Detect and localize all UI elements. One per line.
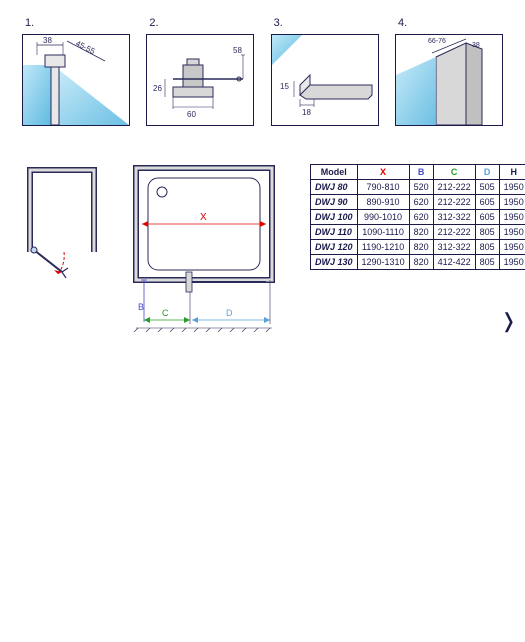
detail-3-drawing: 15 18 (272, 35, 378, 125)
detail-1-dim-a: 38 (43, 36, 52, 45)
detail-row: 1. 38 45-55 2. (0, 0, 525, 134)
plan-main-drawing: X B C D (126, 162, 286, 332)
table-cell: 990-1010 (357, 210, 409, 225)
table-cell: 1090-1110 (357, 225, 409, 240)
table-cell: 1950 (499, 195, 525, 210)
table-cell: DWJ 80 (311, 180, 358, 195)
plan-label-x: X (200, 212, 207, 223)
table-cell: 212-222 (433, 180, 475, 195)
table-cell: DWJ 130 (311, 255, 358, 270)
table-cell: 820 (409, 240, 433, 255)
table-cell: 805 (475, 240, 499, 255)
table-cell: DWJ 90 (311, 195, 358, 210)
table-row: DWJ 1201190-1210820312-3228051950 (311, 240, 525, 255)
bracket-icon: ❭ (500, 309, 517, 334)
table-cell: 1950 (499, 225, 525, 240)
table-cell: 520 (409, 180, 433, 195)
table-cell: 890-910 (357, 195, 409, 210)
table: ModelXBCDH DWJ 80790-810520212-222505195… (310, 164, 525, 270)
table-cell: 1290-1310 (357, 255, 409, 270)
table-cell: 605 (475, 195, 499, 210)
table-cell: 1950 (499, 255, 525, 270)
th-model: Model (311, 165, 358, 180)
plan-hinge (22, 162, 102, 332)
detail-2: 2. 58 26 60 (146, 34, 254, 126)
plan-label-c: C (162, 308, 169, 318)
middle-row: X B C D (0, 134, 525, 332)
table-row: DWJ 90890-910620212-2226051950 (311, 195, 525, 210)
plan-hinge-drawing (22, 162, 102, 282)
detail-3-dim-h: 15 (280, 82, 289, 91)
table-row: DWJ 80790-810520212-2225051950 (311, 180, 525, 195)
table-cell: 605 (475, 210, 499, 225)
table-row: DWJ 1301290-1310820412-4228051950 (311, 255, 525, 270)
table-cell: DWJ 110 (311, 225, 358, 240)
table-cell: 790-810 (357, 180, 409, 195)
table-cell: 505 (475, 180, 499, 195)
table-row: DWJ 1101090-1110820212-2228051950 (311, 225, 525, 240)
detail-4-drawing: 66-76 38 (396, 35, 502, 125)
table-cell: 412-422 (433, 255, 475, 270)
detail-1-drawing: 38 45-55 (23, 35, 129, 125)
detail-2-number: 2. (149, 17, 158, 29)
th-h: H (499, 165, 525, 180)
detail-4-dim-b: 38 (472, 42, 480, 49)
th-d: D (475, 165, 499, 180)
table-cell: DWJ 100 (311, 210, 358, 225)
table-cell: 820 (409, 255, 433, 270)
plan-label-b: B (138, 302, 144, 312)
detail-3: 3. 15 18 (271, 34, 379, 126)
page: { "palette":{"line":"#2a2a5a","glass1":"… (0, 0, 525, 642)
table-cell: 620 (409, 195, 433, 210)
detail-4: 4. 66-76 38 (395, 34, 503, 126)
table-cell: 1950 (499, 240, 525, 255)
table-cell: 312-322 (433, 210, 475, 225)
detail-1-number: 1. (25, 17, 34, 29)
table-cell: 212-222 (433, 225, 475, 240)
th-c: C (433, 165, 475, 180)
table-cell: 312-322 (433, 240, 475, 255)
detail-2-dim-w: 60 (187, 110, 196, 119)
detail-4-dim-a: 66-76 (428, 38, 446, 45)
detail-3-number: 3. (274, 17, 283, 29)
table-cell: 212-222 (433, 195, 475, 210)
plan-main: X B C D (126, 162, 286, 332)
table-row: DWJ 100990-1010620312-3226051950 (311, 210, 525, 225)
table-cell: 820 (409, 225, 433, 240)
table-cell: 620 (409, 210, 433, 225)
th-b: B (409, 165, 433, 180)
table-cell: DWJ 120 (311, 240, 358, 255)
detail-1: 1. 38 45-55 (22, 34, 130, 126)
table-cell: 805 (475, 255, 499, 270)
table-cell: 1190-1210 (357, 240, 409, 255)
table-cell: 805 (475, 225, 499, 240)
th-x: X (357, 165, 409, 180)
detail-2-dim-v: 26 (153, 84, 162, 93)
table-cell: 1950 (499, 210, 525, 225)
detail-1-dim-b: 45-55 (74, 39, 97, 57)
detail-2-drawing: 58 26 60 (147, 35, 253, 125)
table-cell: 1950 (499, 180, 525, 195)
plan-label-d: D (226, 308, 233, 318)
dimension-table: ModelXBCDH DWJ 80790-810520212-222505195… (310, 162, 525, 332)
detail-2-dim-h: 58 (233, 46, 242, 55)
detail-3-dim-w: 18 (302, 108, 311, 117)
detail-4-number: 4. (398, 17, 407, 29)
